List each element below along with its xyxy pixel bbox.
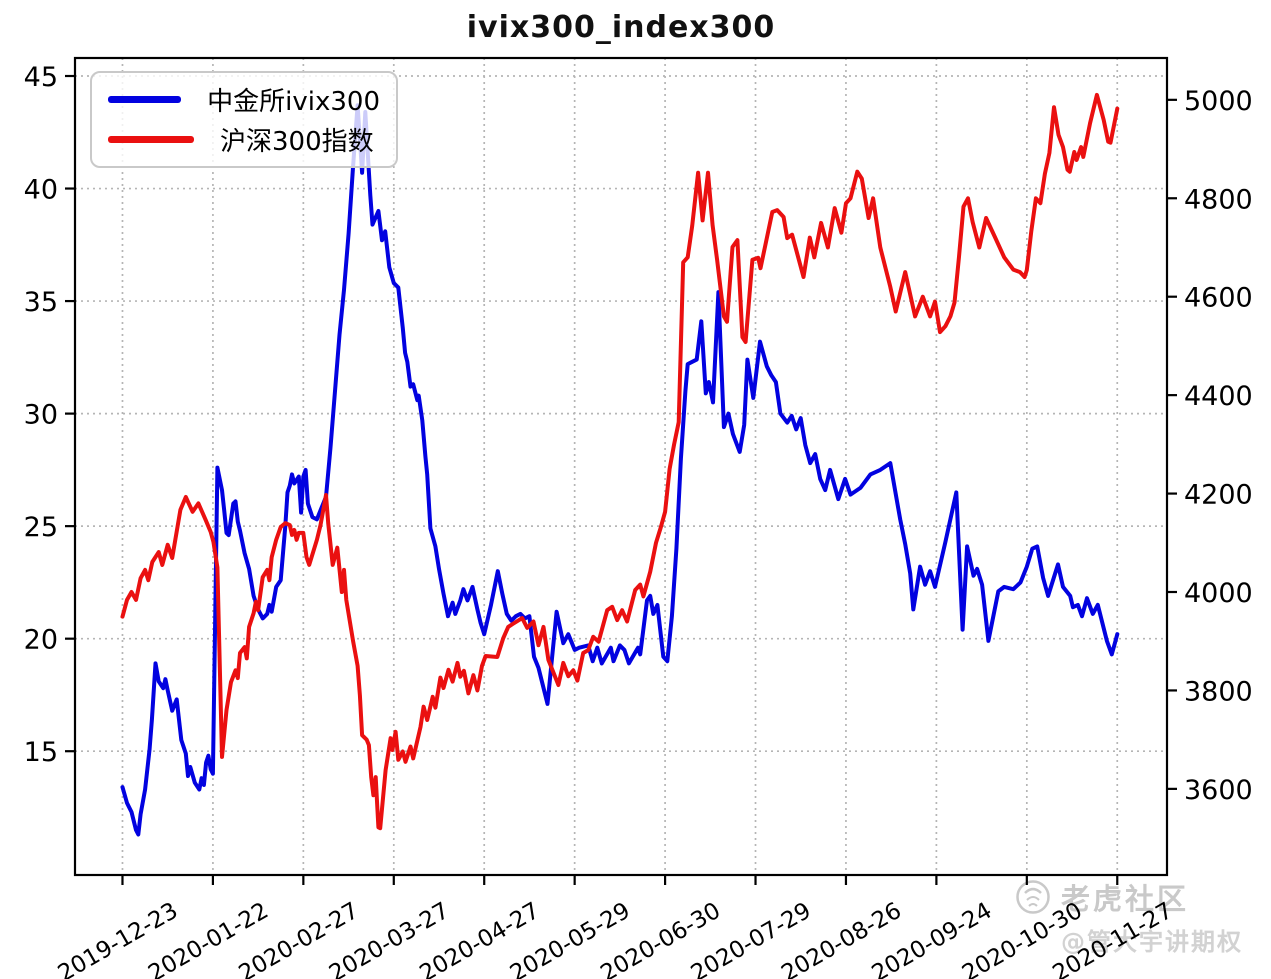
y-right-tick-label: 4200 — [1184, 480, 1253, 511]
y-right-tick-label: 4800 — [1184, 184, 1253, 215]
plot-frame — [73, 56, 1169, 877]
y-left-tick-label: 45 — [24, 62, 58, 93]
y-right-tick-label: 4400 — [1184, 381, 1253, 412]
watermark-brand-row: 老虎社区 — [1015, 876, 1243, 918]
y-right-tick-label: 4000 — [1184, 578, 1253, 609]
y-left-tick-label: 20 — [24, 625, 58, 656]
legend-line-swatch-blue — [108, 96, 182, 104]
watermark-handle: @管大宇讲期权 — [1061, 928, 1243, 956]
legend-line-swatch-red — [108, 135, 194, 143]
y-right-tick-label: 3800 — [1184, 676, 1253, 707]
y-left-tick-label: 15 — [24, 737, 58, 768]
y-right-tick-label: 5000 — [1184, 86, 1253, 117]
y-left-tick-label: 25 — [24, 512, 58, 543]
series-line-index300 — [120, 92, 1120, 831]
y-right-tick-label: 4600 — [1184, 283, 1253, 314]
y-left-tick-label: 30 — [24, 400, 58, 431]
y-right-tick-label: 3600 — [1184, 775, 1253, 806]
legend: 中金所ivix300 沪深300指数 — [90, 71, 398, 168]
watermark-brand: 老虎社区 — [1061, 882, 1190, 916]
legend-label-ivix300: 中金所ivix300 — [207, 87, 380, 118]
y-left-tick-label: 35 — [24, 287, 58, 318]
legend-item-ivix300: 中金所ivix300 — [108, 81, 380, 118]
legend-label-index300: 沪深300指数 — [220, 126, 374, 157]
y-left-tick-label: 40 — [24, 175, 58, 206]
series-line-ivix300 — [120, 103, 1120, 837]
tiger-logo-icon — [1016, 880, 1050, 914]
watermark: 老虎社区 @管大宇讲期权 — [1015, 876, 1243, 957]
legend-item-index300: 沪深300指数 — [108, 121, 380, 158]
chart-title: ivix300_index300 — [466, 10, 776, 45]
